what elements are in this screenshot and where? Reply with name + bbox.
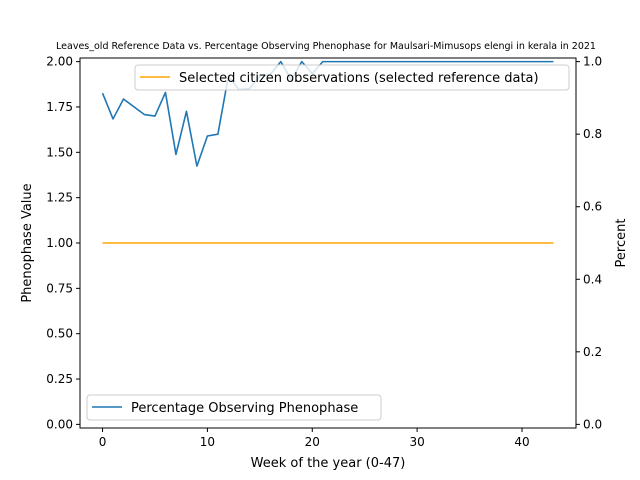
legend-upper-label: Selected citizen observations (selected … bbox=[179, 71, 539, 86]
x-tick-label: 10 bbox=[200, 435, 215, 449]
x-axis: 0 10 20 30 40 bbox=[99, 428, 530, 449]
y-right-tick-label: 0.0 bbox=[583, 417, 602, 431]
y-axis-right-label: Percent bbox=[614, 219, 629, 268]
y-left-tick-label: 2.00 bbox=[46, 55, 73, 69]
y-right-tick-label: 0.8 bbox=[583, 127, 602, 141]
y-axis-left: 0.00 0.25 0.50 0.75 1.00 1.25 1.50 1.75 2.00 bbox=[46, 55, 80, 431]
y-left-tick-label: 0.25 bbox=[46, 372, 73, 386]
y-right-tick-label: 0.2 bbox=[583, 345, 602, 359]
x-tick-label: 20 bbox=[305, 435, 320, 449]
legend-upper-box bbox=[134, 64, 570, 91]
legend-lower: Percentage Observing Phenophase bbox=[86, 394, 382, 421]
y-left-tick-label: 1.25 bbox=[46, 191, 73, 205]
x-tick-label: 30 bbox=[409, 435, 424, 449]
y-left-tick-label: 0.50 bbox=[46, 327, 73, 341]
legend-lower-label: Percentage Observing Phenophase bbox=[131, 401, 358, 416]
plot-area bbox=[101, 60, 554, 244]
chart-title: Leaves_old Reference Data vs. Percentage… bbox=[56, 41, 596, 52]
legend-upper: Selected citizen observations (selected … bbox=[134, 64, 570, 91]
x-axis-label: Week of the year (0-47) bbox=[251, 456, 406, 471]
x-tick-label: 40 bbox=[514, 435, 529, 449]
y-left-tick-label: 1.00 bbox=[46, 236, 73, 250]
y-right-tick-label: 0.6 bbox=[583, 200, 602, 214]
y-left-tick-label: 1.50 bbox=[46, 145, 73, 159]
y-right-tick-label: 1.0 bbox=[583, 55, 602, 69]
y-axis-right: 0.0 0.2 0.4 0.6 0.8 1.0 bbox=[576, 55, 602, 431]
y-right-tick-label: 0.4 bbox=[583, 272, 602, 286]
x-tick-label: 0 bbox=[99, 435, 107, 449]
y-left-tick-label: 1.75 bbox=[46, 100, 73, 114]
y-left-tick-label: 0.75 bbox=[46, 281, 73, 295]
y-axis-left-label: Phenophase Value bbox=[20, 183, 35, 302]
y-left-tick-label: 0.00 bbox=[46, 417, 73, 431]
series-line-percentage bbox=[101, 60, 554, 167]
legend-lower-box bbox=[86, 394, 382, 421]
